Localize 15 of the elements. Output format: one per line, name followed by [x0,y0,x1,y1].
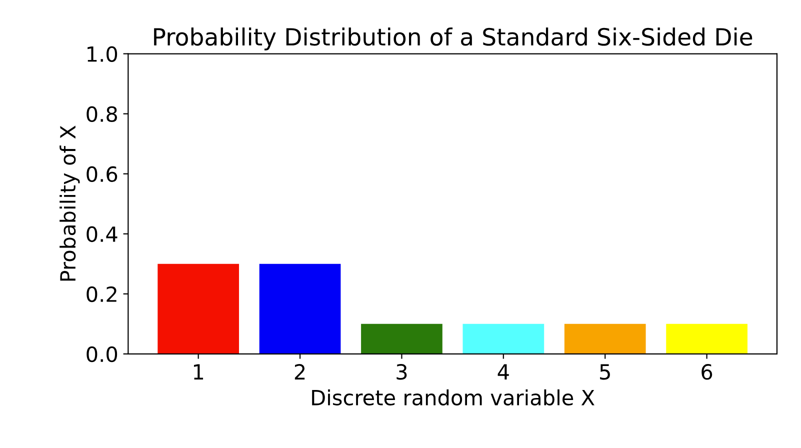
chart-title: Probability Distribution of a Standard Six-Sided Die [154,27,752,50]
y-tick-label: 0.4 [86,226,118,242]
x-tick-label: 5 [600,364,610,380]
y-axis-title: Probability of X [60,126,80,281]
x-axis-title: Discrete random variable X [312,389,594,406]
x-tick-label: 2 [294,364,305,380]
y-tick-label: 0.2 [86,286,116,302]
y-tick-label: 0.6 [86,166,118,182]
y-tick-label: 0.0 [86,346,118,362]
y-tick-label: 0.8 [86,106,118,122]
y-tick-label: 1.0 [88,46,118,62]
x-tick-label: 1 [194,364,204,380]
x-tick-label: 4 [498,364,509,380]
x-tick-label: 6 [702,364,712,380]
x-tick-label: 3 [396,364,407,380]
